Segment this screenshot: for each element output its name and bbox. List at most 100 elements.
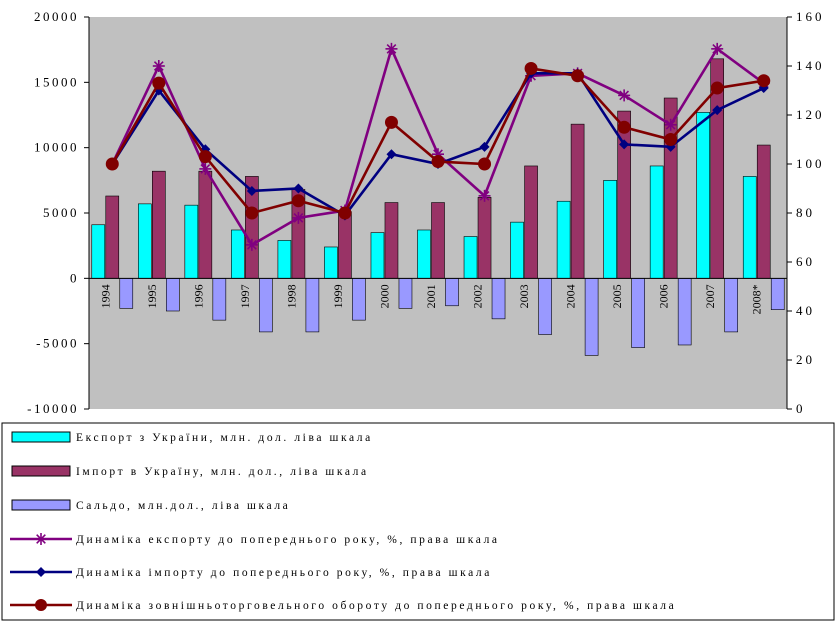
bar-saldo-1996 (212, 278, 227, 321)
bar-export-2008 (742, 176, 757, 279)
axes-layer: 20000150001000050000-5000-10000160140120… (27, 9, 825, 416)
y-right-tick-label: 80 (796, 205, 815, 220)
x-tick-label: 2003 (517, 284, 531, 308)
legend-label: Сальдо, млн.дол., ліва шкала (76, 500, 290, 512)
legend: Експорт з України, млн. дол. ліва шкала І… (1, 422, 835, 621)
x-tick-label: 1996 (191, 284, 205, 308)
marker-star-1996 (199, 162, 212, 175)
labels-layer: 1994 1995 1996 1997 1998 1999 2000 2001 2002 2003… (98, 284, 763, 314)
x-tick-label: 2000 (377, 284, 391, 308)
marker-circle-1997 (245, 206, 259, 220)
x-tick-label: 1998 (284, 284, 298, 308)
x-tick-label: 2006 (657, 284, 671, 308)
marker-circle-2000 (384, 115, 398, 129)
bar-import-1995 (152, 170, 166, 279)
bar-export-2001 (417, 229, 431, 279)
legend-item: Імпорт в Україну, млн. дол., ліва шкала (11, 465, 369, 478)
x-tick-label: 1994 (98, 284, 112, 308)
bar-export-1996 (184, 204, 199, 279)
bar-import-1994 (105, 195, 120, 279)
bar-saldo-1997 (259, 278, 273, 333)
bar-export-1994 (91, 224, 106, 279)
marker-circle-2001 (431, 155, 445, 169)
bar-import-2000 (384, 202, 399, 279)
marker-circle-1996 (198, 150, 212, 164)
bar-import-1996 (198, 170, 213, 279)
bar-saldo-1995 (166, 278, 180, 312)
bar-import-1999 (338, 211, 352, 279)
marker-circle-2007 (710, 81, 724, 95)
marker-circle-2003 (524, 61, 538, 75)
marker-star-1995 (152, 60, 165, 72)
marker-star-2000 (385, 42, 398, 55)
marker-circle-1999 (338, 206, 352, 220)
x-tick-label: 1995 (145, 284, 159, 308)
bar-saldo-2003 (538, 278, 552, 335)
marker-star-2007 (711, 42, 724, 55)
bar-import-2003 (524, 165, 538, 279)
marker-star-2005 (618, 89, 631, 102)
marker-circle-2002 (478, 157, 492, 171)
marker-circle-2006 (664, 133, 678, 146)
y-right-tick-label: 100 (796, 156, 825, 171)
marker-circle-2004 (571, 69, 585, 83)
bar-export-1997 (231, 229, 245, 279)
bar-export-2002 (463, 236, 478, 279)
x-tick-label: 1997 (238, 284, 252, 308)
legend-swatch (11, 499, 71, 511)
legend-marker-star (35, 533, 47, 545)
x-tick-label: 2001 (424, 284, 438, 308)
marker-star-1998 (292, 211, 305, 224)
marker-diamond-1998 (293, 183, 304, 194)
legend-label: Експорт з України, млн. дол. ліва шкала (76, 432, 373, 444)
bar-export-2005 (603, 180, 617, 279)
legend-swatch (11, 465, 71, 477)
bar-export-2007 (696, 112, 711, 279)
legend-label: Динаміка імпорту до попереднього року, %… (76, 567, 492, 579)
legend-marker-circle (35, 599, 47, 611)
y-right-tick-label: 40 (796, 303, 815, 318)
x-tick-label: 2008* (750, 284, 764, 314)
marker-circle-2005 (617, 120, 631, 134)
legend-marker-diamond (36, 567, 46, 577)
bar-export-2006 (649, 165, 664, 279)
bar-import-2004 (570, 123, 585, 279)
legend-item: Динаміка імпорту до попереднього року, %… (10, 567, 492, 579)
bar-saldo-2002 (491, 278, 506, 320)
x-tick-label: 2005 (610, 284, 624, 308)
marker-circle-1994 (105, 157, 119, 171)
y-right-tick-label: 60 (796, 254, 815, 269)
x-tick-label: 2002 (471, 284, 485, 308)
bar-saldo-2005 (631, 278, 645, 348)
y-left-tick-label: 20000 (34, 9, 79, 24)
bar-import-2001 (431, 202, 445, 279)
marker-diamond-2007 (712, 105, 723, 116)
legend-label: Імпорт в Україну, млн. дол., ліва шкала (76, 466, 369, 478)
legend-swatch (11, 431, 71, 443)
y-right-tick-label: 140 (796, 58, 825, 73)
bar-saldo-2008 (770, 278, 785, 310)
y-right-tick-label: 20 (796, 352, 815, 367)
legend-item: Експорт з України, млн. дол. ліва шкала (11, 431, 373, 444)
bar-saldo-2000 (398, 278, 413, 309)
marker-circle-1998 (291, 194, 305, 208)
y-left-tick-label: 15000 (34, 74, 79, 89)
marker-star-2002 (478, 189, 491, 202)
bar-export-2003 (510, 221, 524, 279)
marker-diamond-2000 (386, 149, 397, 160)
bar-saldo-2001 (445, 278, 459, 307)
legend-item: Сальдо, млн.дол., ліва шкала (11, 499, 290, 512)
y-left-tick-label: 5000 (43, 205, 79, 220)
bar-export-2004 (556, 200, 571, 279)
y-right-tick-label: 160 (796, 9, 825, 24)
legend-item: Динаміка зовнішньоторговельного обороту … (10, 599, 674, 612)
legend-box (1, 422, 835, 621)
bar-export-1995 (138, 203, 152, 279)
lines-layer (105, 42, 771, 251)
bar-saldo-2006 (677, 278, 692, 346)
bar-export-2000 (370, 232, 385, 279)
y-left-tick-label: 10000 (34, 140, 79, 155)
bar-saldo-1994 (119, 278, 134, 309)
bar-saldo-1998 (305, 278, 320, 333)
bar-import-2008 (756, 144, 771, 279)
